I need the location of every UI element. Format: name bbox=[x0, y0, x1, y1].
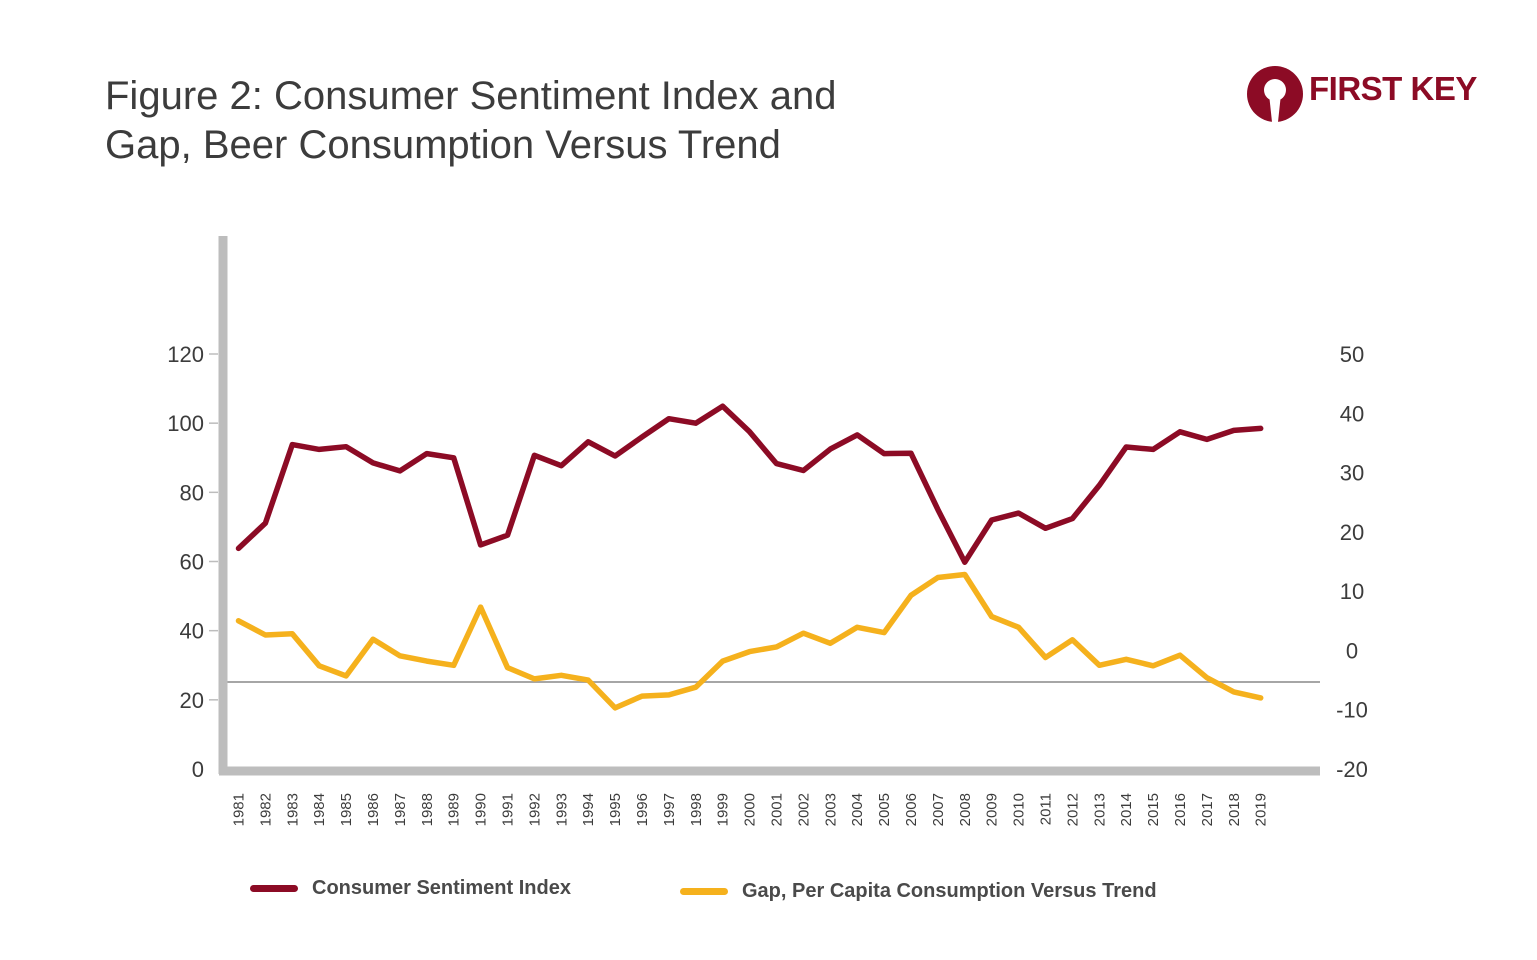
x-tick-label: 1990 bbox=[473, 793, 490, 826]
x-tick-label: 1981 bbox=[231, 793, 248, 826]
x-tick-label: 1985 bbox=[338, 793, 355, 826]
x-tick-label: 1994 bbox=[580, 793, 597, 826]
right-tick-label: -10 bbox=[1336, 698, 1368, 723]
right-tick-label: 40 bbox=[1340, 401, 1364, 426]
x-tick-label: 2010 bbox=[1011, 793, 1028, 826]
left-axis-ticks: 0 20 40 60 80 100 120 bbox=[167, 342, 218, 782]
x-tick-label: 1984 bbox=[311, 793, 328, 826]
left-tick-label: 120 bbox=[167, 342, 204, 367]
left-tick-label: 80 bbox=[180, 480, 204, 505]
x-tick-label: 1996 bbox=[634, 793, 651, 826]
x-tick-label: 1999 bbox=[715, 793, 732, 826]
x-tick-label: 2019 bbox=[1253, 793, 1270, 826]
x-tick-label: 2006 bbox=[903, 793, 920, 826]
x-tick-label: 2002 bbox=[795, 793, 812, 826]
series-lines bbox=[235, 403, 1264, 711]
x-tick-label: 2003 bbox=[822, 793, 839, 826]
legend-label-sentiment: Consumer Sentiment Index bbox=[312, 877, 571, 899]
legend-item-gap: Gap, Per Capita Consumption Versus Trend bbox=[680, 880, 1157, 903]
title-line-1: Figure 2: Consumer Sentiment Index and bbox=[105, 74, 837, 118]
series-line-gap bbox=[235, 571, 1264, 711]
page-title: Figure 2: Consumer Sentiment Index and G… bbox=[105, 72, 985, 170]
legend-swatch-gap bbox=[680, 888, 728, 895]
x-tick-label: 1986 bbox=[365, 793, 382, 826]
x-tick-label: 2011 bbox=[1038, 793, 1055, 825]
series-line-consumer-sentiment bbox=[235, 403, 1264, 565]
x-tick-label: 1989 bbox=[446, 793, 463, 826]
x-tick-label: 1992 bbox=[526, 793, 543, 826]
title-line-2: Gap, Beer Consumption Versus Trend bbox=[105, 123, 781, 167]
legend-item-sentiment: Consumer Sentiment Index bbox=[250, 877, 571, 900]
x-tick-label: 1983 bbox=[284, 793, 301, 826]
x-tick-label: 1991 bbox=[500, 793, 517, 826]
x-tick-label: 2005 bbox=[876, 793, 893, 826]
left-tick-label: 100 bbox=[167, 411, 204, 436]
left-tick-label: 0 bbox=[192, 757, 204, 782]
x-tick-label: 2012 bbox=[1064, 793, 1081, 826]
x-tick-label: 2013 bbox=[1091, 793, 1108, 826]
legend-swatch-sentiment bbox=[250, 885, 298, 892]
x-tick-label: 2000 bbox=[742, 793, 759, 826]
left-tick-label: 20 bbox=[180, 688, 204, 713]
brand-logo: FIRST KEY bbox=[1245, 64, 1495, 124]
right-tick-label: 20 bbox=[1340, 520, 1364, 545]
chart-axes bbox=[218, 236, 1320, 776]
x-axis-ticks: 1981 1982 1983 1984 1985 1986 1987 1988 1989 1990… bbox=[231, 793, 1270, 826]
x-tick-label: 2017 bbox=[1199, 793, 1216, 826]
x-tick-label: 2018 bbox=[1226, 793, 1243, 826]
x-tick-label: 2001 bbox=[769, 793, 786, 826]
x-tick-label: 1997 bbox=[661, 793, 678, 826]
x-tick-label: 2008 bbox=[957, 793, 974, 826]
x-tick-label: 1988 bbox=[419, 793, 436, 826]
x-tick-label: 1998 bbox=[688, 793, 705, 826]
x-tick-label: 1982 bbox=[257, 793, 274, 826]
logo-text: FIRST KEY bbox=[1309, 70, 1477, 107]
x-tick-label: 2014 bbox=[1118, 793, 1135, 826]
x-tick-label: 1995 bbox=[607, 793, 624, 826]
x-tick-label: 2007 bbox=[930, 793, 947, 826]
right-tick-label: 50 bbox=[1340, 342, 1364, 367]
x-tick-label: 2009 bbox=[984, 793, 1001, 826]
right-tick-label: 10 bbox=[1340, 579, 1364, 604]
right-tick-label: -20 bbox=[1336, 757, 1368, 782]
right-tick-label: 0 bbox=[1346, 638, 1358, 663]
x-tick-label: 1987 bbox=[392, 793, 409, 826]
right-tick-label: 30 bbox=[1340, 461, 1364, 486]
x-tick-label: 2004 bbox=[849, 793, 866, 826]
x-tick-label: 1993 bbox=[553, 793, 570, 826]
right-axis-ticks: -20 -10 0 10 20 30 40 50 bbox=[1336, 342, 1368, 782]
x-tick-label: 2016 bbox=[1172, 793, 1189, 826]
left-tick-label: 60 bbox=[180, 550, 204, 575]
keyhole-icon bbox=[1247, 66, 1303, 122]
legend-label-gap: Gap, Per Capita Consumption Versus Trend bbox=[742, 880, 1157, 902]
x-tick-label: 2015 bbox=[1145, 793, 1162, 826]
left-tick-label: 40 bbox=[180, 619, 204, 644]
